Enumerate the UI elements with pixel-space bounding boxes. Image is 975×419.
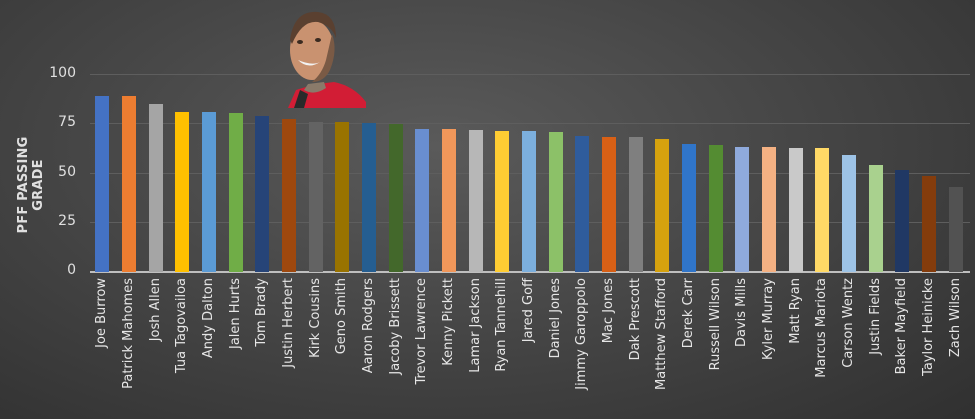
bar [202, 112, 216, 272]
x-tick-label: Marcus Mariota [814, 278, 830, 378]
bar [602, 137, 616, 272]
bar [335, 122, 350, 272]
x-tick-label: Davis Mills [734, 278, 750, 348]
bar [575, 136, 590, 272]
x-tick-label: Jalen Hurts [227, 278, 243, 350]
y-tick-label: 100 [49, 65, 76, 81]
x-tick-label: Kirk Cousins [307, 278, 323, 358]
bar [895, 169, 910, 272]
x-tick-label: Jared Goff [521, 278, 536, 343]
y-axis-label: PFF PASSING GRADE [16, 136, 46, 234]
x-tick-label: Justin Fields [867, 278, 883, 355]
bar [548, 131, 563, 272]
x-tick-label: Baker Mayfield [894, 278, 910, 375]
bar [868, 165, 883, 272]
x-tick-label: Matt Ryan [787, 278, 803, 344]
x-tick-label: Taylor Heinicke [921, 278, 936, 376]
x-tick-label: Mac Jones [601, 278, 616, 344]
bar [95, 96, 110, 272]
bar [468, 129, 483, 272]
x-tick-label: Carson Wentz [841, 278, 856, 368]
bar [735, 146, 750, 272]
x-tick-label: Aaron Rodgers [361, 278, 376, 374]
bar [122, 96, 136, 272]
bar [388, 124, 403, 272]
bar [175, 112, 190, 272]
bar [282, 118, 296, 272]
x-tick-label: Trevor Lawrence [414, 278, 430, 385]
bar [762, 146, 776, 272]
bar [148, 103, 163, 272]
x-tick-label: Kenny Pickett [441, 278, 456, 366]
bar [788, 148, 803, 272]
x-tick-label: Ryan Tannehill [494, 278, 510, 372]
bar [308, 122, 323, 272]
x-axis-labels: Joe Burrow Patrick Mahomes Josh Allen Tua T… [90, 278, 970, 418]
bar [255, 115, 270, 272]
bar [362, 123, 376, 272]
bar [228, 113, 243, 272]
y-tick-label: 50 [58, 163, 76, 180]
x-tick-label: Kyler Murray [761, 278, 776, 360]
y-tick-label: 25 [58, 212, 76, 229]
bar [522, 130, 536, 272]
x-tick-label: Dak Prescott [627, 278, 643, 361]
bar [655, 139, 670, 272]
x-tick-label: Geno Smith [334, 278, 350, 355]
bar [415, 128, 430, 272]
x-tick-label: Derek Carr [681, 278, 696, 349]
x-axis-line [90, 271, 970, 273]
bar [628, 137, 643, 272]
x-tick-label: Justin Herbert [281, 278, 296, 368]
x-tick-label: Russell Wilson [707, 278, 723, 371]
x-tick-label: Zach Wilson [947, 278, 963, 358]
x-tick-label: Jimmy Garoppolo [574, 278, 590, 390]
gridline [90, 123, 970, 125]
bar [495, 130, 510, 272]
x-tick-label: Daniel Jones [547, 278, 563, 359]
x-tick-label: Tom Brady [254, 278, 270, 347]
x-tick-label: Matthew Stafford [654, 278, 670, 390]
bar [442, 128, 456, 272]
y-tick-label: 0 [67, 262, 76, 278]
x-tick-label: Tua Tagovailoa [174, 278, 190, 374]
gridline [90, 74, 970, 75]
x-tick-label: Josh Allen [147, 278, 163, 342]
bar [815, 148, 830, 272]
bar [922, 176, 936, 272]
x-tick-label: Lamar Jackson [467, 278, 483, 373]
x-tick-label: Jacoby Brissett [387, 278, 403, 375]
x-tick-label: Andy Dalton [201, 278, 216, 359]
player-photo [274, 4, 366, 108]
bar [708, 144, 723, 272]
bar [682, 143, 696, 272]
bar [948, 187, 963, 272]
x-tick-label: Joe Burrow [94, 278, 110, 348]
bar [842, 154, 856, 272]
bar-series [90, 0, 970, 272]
x-tick-label: Patrick Mahomes [121, 278, 136, 389]
y-tick-label: 75 [58, 114, 76, 131]
